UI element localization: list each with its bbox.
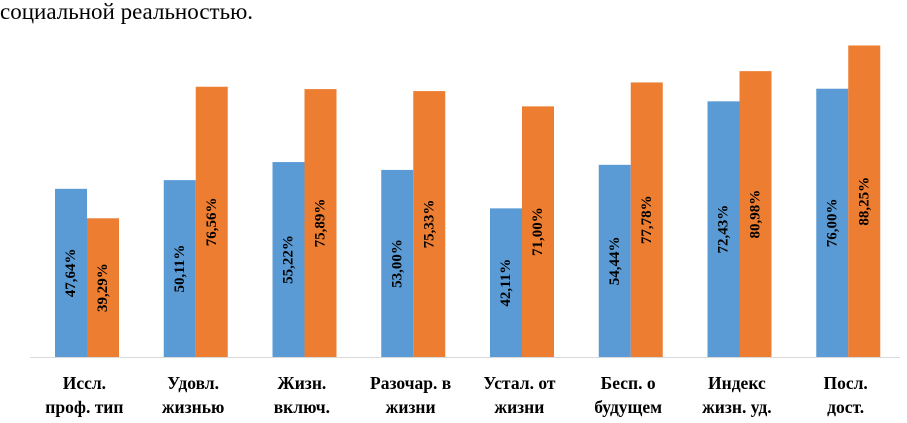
data-label-1-4: 53,00% [389,239,405,288]
bar-2-3 [304,89,337,357]
data-label-1-8: 76,00% [824,198,840,247]
bar-2-4 [413,91,446,358]
data-label-2-1: 39,29% [95,263,111,312]
bar-2-6 [630,82,663,358]
data-label-2-3: 75,89% [313,199,329,248]
data-label-2-8: 88,25% [856,177,872,226]
data-label-1-1: 47,64% [63,249,79,298]
bar-2-8 [848,45,881,357]
category-label-2-line-1: Удовл. [167,373,219,393]
data-label-2-4: 75,33% [421,200,437,249]
data-label-1-5: 42,11% [498,259,514,307]
category-label-6-line-1: Бесп. о [601,373,656,393]
text-fragment: социальной реальностью. [0,0,253,24]
category-label-1-line-1: Иссл. [63,373,106,393]
bar-2-2 [195,86,228,358]
bar-2-7 [739,71,772,358]
category-label-4-line-2: жизни [386,397,436,417]
labels-layer: 47,64% 39,29% Иссл. проф. тип 50,11% 76,56% Уд… [45,177,872,417]
bar-1-3 [272,162,305,357]
data-label-2-5: 71,00% [530,207,546,256]
data-label-1-3: 55,22% [281,235,297,284]
category-label-7-line-2: жизн. уд. [702,397,772,417]
bars-layer [55,45,881,358]
bar-1-7 [707,101,740,357]
data-label-2-2: 76,56% [204,197,220,246]
category-label-5-line-1: Устал. от [483,373,556,393]
bar-1-6 [598,164,631,357]
bar-1-8 [816,88,849,357]
bar-1-1 [55,188,87,357]
data-label-1-2: 50,11% [172,245,188,293]
bar-2-5 [522,106,554,358]
data-label-1-6: 54,44% [607,237,623,286]
data-label-2-7: 80,98% [748,190,764,239]
bar-2-1 [87,218,119,357]
category-label-5-line-2: жизни [494,397,544,417]
data-label-1-7: 72,43% [716,205,732,254]
category-label-8-line-1: Посл. [823,373,867,393]
category-label-6-line-2: будущем [594,397,662,417]
category-label-4-line-1: Разочар. в [370,373,451,393]
category-label-3-line-1: Жизн. [277,373,326,393]
bar-1-5 [490,208,522,357]
bar-1-4 [381,169,414,357]
bar-1-2 [163,180,196,357]
data-label-2-6: 77,78% [639,195,655,244]
category-label-3-line-2: включ. [274,397,330,417]
category-label-1-line-2: проф. тип [45,397,123,417]
category-label-2-line-2: жизнью [162,397,225,417]
category-label-7-line-1: Индекс [708,373,766,393]
category-label-8-line-2: дост. [827,397,864,417]
